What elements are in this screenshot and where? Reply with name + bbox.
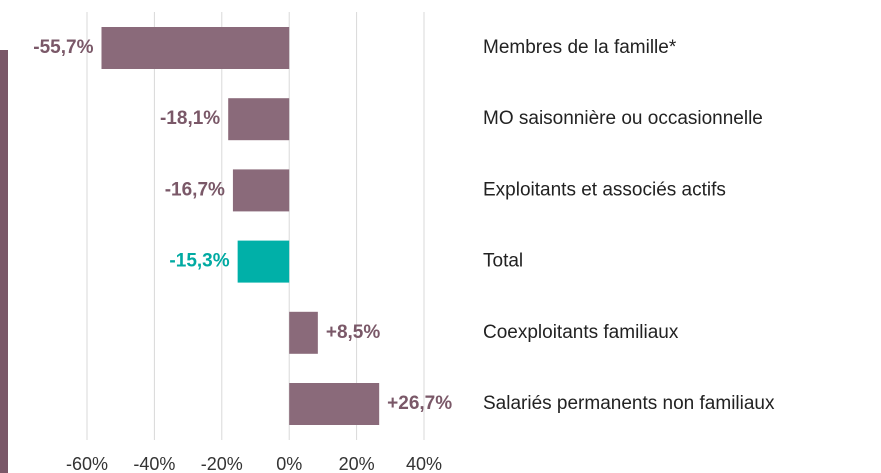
category-label: Salariés permanents non familiaux: [483, 393, 775, 414]
value-label: -15,3%: [169, 251, 229, 272]
x-tick-label: 40%: [406, 454, 442, 473]
bar: [232, 169, 290, 212]
category-label: Membres de la famille*: [483, 37, 677, 58]
bar: [101, 27, 290, 69]
value-label: +26,7%: [387, 393, 452, 414]
category-label: Coexploitants familiaux: [483, 322, 679, 343]
value-label: -55,7%: [33, 37, 93, 58]
category-label: Total: [483, 251, 523, 272]
category-label: Exploitants et associés actifs: [483, 179, 726, 200]
edge-decoration: [0, 50, 8, 473]
bar: [289, 383, 380, 425]
value-label: +8,5%: [326, 322, 381, 343]
value-label: -16,7%: [165, 179, 225, 200]
x-tick-label: 0%: [276, 454, 302, 473]
x-tick-label: 20%: [339, 454, 375, 473]
x-tick-label: -40%: [133, 454, 175, 473]
bar: [289, 311, 318, 354]
x-tick-label: -20%: [201, 454, 243, 473]
category-label: MO saisonnière ou occasionnelle: [483, 108, 763, 129]
x-tick-label: -60%: [66, 454, 108, 473]
value-label: -18,1%: [160, 108, 220, 129]
bar: [237, 240, 290, 283]
bar: [228, 98, 290, 141]
